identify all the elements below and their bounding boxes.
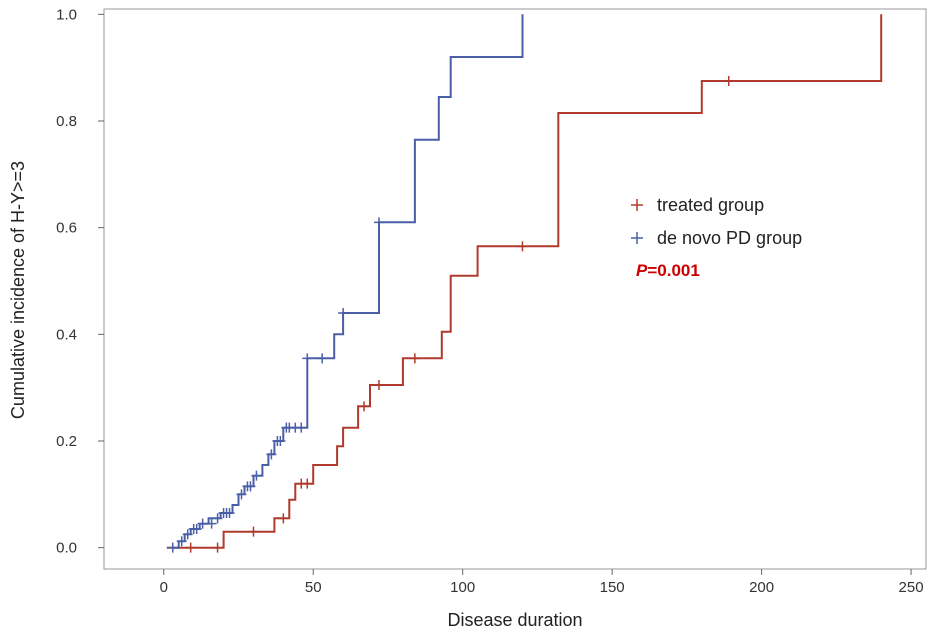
censor-mark-treated [185, 542, 196, 553]
censor-mark-treated [373, 380, 384, 390]
censor-mark-de-novo [167, 542, 178, 553]
series-layer [166, 14, 883, 553]
series-treated [166, 14, 883, 553]
series-line-treated [166, 14, 883, 549]
censor-mark-de-novo [224, 508, 235, 518]
legend-marker-treated [631, 199, 643, 211]
x-tick-label: 50 [305, 579, 322, 596]
censor-mark-de-novo [236, 489, 247, 500]
y-axis-title: Cumulative incidence of H-Y>=3 [8, 161, 28, 419]
censor-mark-de-novo [266, 449, 277, 460]
censor-mark-de-novo [275, 436, 286, 446]
censor-mark-de-novo [296, 422, 307, 433]
censor-mark-de-novo [197, 518, 208, 529]
p-value-label: P [636, 261, 648, 280]
x-tick-label: 250 [899, 579, 924, 596]
censor-mark-de-novo [191, 524, 202, 534]
y-tick-label: 0.6 [56, 220, 77, 237]
censor-mark-de-novo [245, 481, 256, 492]
y-axis: 0.0 0.2 0.4 0.6 0.8 1.0 [56, 6, 104, 557]
y-tick-label: 1.0 [56, 6, 77, 23]
censor-mark-de-novo [373, 217, 384, 228]
x-tick-label: 200 [749, 579, 774, 596]
p-value-annotation: P=0.001 [636, 261, 700, 280]
y-tick-label: 0.8 [56, 113, 77, 130]
x-axis-title: Disease duration [447, 610, 582, 630]
y-tick-label: 0.4 [56, 326, 77, 343]
x-tick-label: 150 [600, 579, 625, 596]
censor-mark-treated [409, 353, 420, 364]
censor-mark-treated [517, 241, 528, 252]
censor-mark-de-novo [182, 529, 193, 540]
legend-label-treated: treated group [657, 195, 764, 215]
censor-mark-treated [359, 401, 370, 412]
p-value-number: =0.001 [647, 261, 699, 280]
y-tick-label: 0.2 [56, 433, 77, 450]
legend-label-de-novo: de novo PD group [657, 228, 802, 248]
censor-mark-de-novo [212, 513, 223, 524]
censor-mark-de-novo [317, 353, 328, 364]
censor-mark-de-novo [251, 470, 262, 481]
censor-mark-treated [723, 76, 734, 86]
y-tick-label: 0.0 [56, 540, 77, 557]
censor-mark-treated [212, 542, 223, 553]
censor-mark-treated [278, 513, 289, 524]
series-line-de-novo [172, 14, 524, 549]
x-tick-label: 100 [450, 579, 475, 596]
legend-marker-de-novo [631, 232, 643, 244]
series-de-novo [167, 14, 524, 553]
censor-mark-treated [302, 478, 313, 489]
plot-frame [103, 8, 927, 570]
legend: treated group de novo PD group [631, 195, 802, 248]
censor-mark-treated [248, 526, 259, 537]
x-tick-label: 0 [160, 579, 168, 596]
censor-mark-de-novo [206, 518, 217, 529]
censor-mark-de-novo [338, 308, 349, 318]
censor-mark-de-novo [176, 536, 187, 547]
censor-mark-de-novo [302, 353, 313, 364]
x-axis: 0 50 100 150 200 250 [160, 569, 924, 596]
